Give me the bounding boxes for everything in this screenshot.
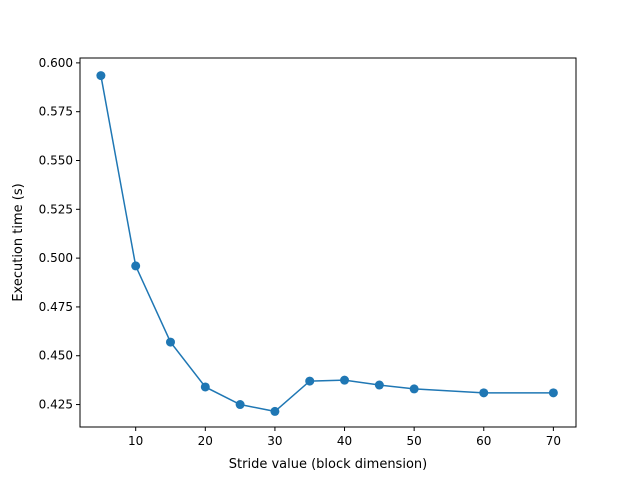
x-tick-label: 40	[337, 434, 352, 448]
y-axis-ticks: 0.425 0.450 0.475 0.500 0.525 0.550 0.575 0.600	[39, 56, 80, 412]
y-tick-label: 0.475	[39, 300, 73, 314]
data-point	[270, 406, 280, 416]
data-point	[340, 375, 350, 385]
series-layer	[96, 71, 558, 416]
data-point	[235, 400, 245, 410]
x-tick-label: 50	[407, 434, 422, 448]
y-tick-label: 0.500	[39, 251, 73, 265]
series-line	[100, 75, 554, 413]
data-point	[96, 71, 106, 81]
y-tick-label: 0.525	[39, 202, 73, 216]
y-axis-label: Execution time (s)	[11, 183, 26, 301]
x-tick-label: 10	[128, 434, 143, 448]
plot-frame	[79, 57, 577, 428]
x-axis-ticks: 10 20 30 40 50 60 70	[128, 427, 561, 448]
y-tick-label: 0.600	[39, 56, 73, 70]
y-tick-label: 0.425	[39, 398, 73, 412]
x-tick-label: 70	[546, 434, 561, 448]
x-tick-label: 30	[267, 434, 282, 448]
data-point	[305, 376, 315, 386]
data-point	[200, 382, 210, 392]
y-tick-label: 0.550	[39, 154, 73, 168]
data-point	[165, 337, 175, 347]
x-axis-label: Stride value (block dimension)	[229, 457, 427, 472]
data-point	[409, 384, 419, 394]
data-point	[374, 380, 384, 390]
y-tick-label: 0.575	[39, 105, 73, 119]
x-tick-label: 20	[198, 434, 213, 448]
y-tick-label: 0.450	[39, 349, 73, 363]
plot-background	[80, 58, 576, 427]
data-point	[131, 261, 141, 271]
x-tick-label: 60	[476, 434, 491, 448]
data-point	[479, 388, 489, 398]
data-point	[548, 388, 558, 398]
